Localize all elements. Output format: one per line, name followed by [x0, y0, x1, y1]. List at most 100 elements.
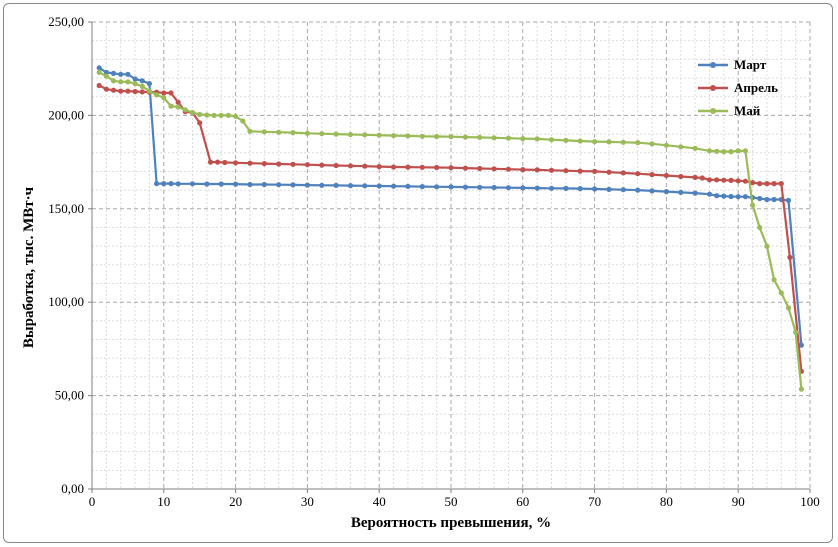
series-2-point: [96, 69, 102, 75]
series-2-point: [721, 149, 727, 155]
series-1-point: [132, 88, 138, 95]
x-axis-title: Вероятность превышения, %: [351, 515, 551, 531]
series-1-point: [448, 165, 454, 171]
series-2-point: [376, 132, 382, 138]
series-2-point: [204, 112, 210, 118]
series-0-point: [96, 65, 102, 71]
series-1-point: [391, 164, 397, 170]
legend-marker: [710, 85, 716, 91]
series-1-point: [175, 99, 181, 105]
series-1-point: [764, 181, 770, 187]
series-0-point: [592, 186, 598, 192]
series-2-point: [649, 141, 655, 147]
series-2-point: [419, 133, 425, 139]
series-2-point: [750, 202, 756, 208]
series-0-point: [204, 181, 210, 187]
series-0-line: [98, 66, 803, 346]
series-0-point: [462, 184, 468, 190]
series-2-point: [290, 130, 296, 136]
x-tick-label: 70: [588, 494, 601, 509]
series-2-point: [798, 386, 805, 392]
series-2-point: [189, 110, 196, 116]
series-2-point: [520, 136, 526, 142]
series-0-point: [154, 181, 160, 187]
series-0-point: [118, 71, 124, 77]
series-1-point: [692, 174, 698, 180]
series-2-point: [118, 79, 124, 85]
series-1-point: [721, 177, 727, 183]
x-tick-label: 20: [229, 494, 242, 509]
series-0-point: [505, 185, 511, 191]
series-1-point: [714, 177, 720, 183]
series-0-point: [577, 186, 583, 192]
major-gridlines: [91, 21, 811, 490]
series-2-point: [785, 305, 792, 311]
series-0-point: [161, 181, 167, 187]
series-2-point: [735, 148, 741, 154]
legend-marker: [710, 108, 716, 114]
series-2-point: [635, 140, 641, 146]
series-0-point: [247, 181, 253, 188]
series-1-point: [125, 88, 131, 94]
series-2-point: [477, 134, 483, 140]
series-0-point: [276, 182, 282, 188]
series-2-point: [505, 135, 511, 141]
series-1-point: [699, 175, 705, 181]
legend-label: Март: [734, 57, 767, 72]
x-tick-label: 10: [157, 494, 170, 509]
series-1-point: [405, 164, 411, 170]
series-2-point: [548, 137, 555, 143]
series-0-point: [706, 191, 713, 197]
series-2-point: [491, 135, 497, 141]
series-0-point: [692, 190, 698, 196]
series-2-point: [233, 113, 239, 119]
series-2-point: [132, 81, 138, 87]
x-tick-label: 90: [732, 494, 745, 509]
series-1-point: [304, 162, 310, 168]
series-2-point: [333, 131, 339, 137]
series-1-point: [620, 170, 626, 176]
series-2-point: [110, 78, 117, 84]
x-tick-label: 30: [301, 494, 314, 509]
y-tick-label: 50,00: [55, 388, 84, 403]
series-0-point: [376, 183, 382, 189]
series-0-point: [735, 194, 741, 200]
series-1-point: [757, 181, 763, 187]
series-1-point: [606, 169, 612, 175]
series-1-point: [434, 164, 440, 171]
series-0-point: [290, 182, 296, 188]
series-1-point: [290, 161, 296, 167]
series-1-point: [520, 167, 526, 173]
series-1-point: [649, 172, 655, 178]
series-0-point: [168, 181, 174, 187]
series-2-point: [706, 148, 713, 154]
series-2-point: [146, 88, 152, 94]
series-2-point: [771, 277, 777, 283]
series-2-point: [218, 112, 224, 118]
series-0-point: [620, 187, 626, 193]
series-0-point: [563, 185, 569, 191]
legend-label: Апрель: [734, 80, 778, 95]
series-2-line: [98, 71, 803, 390]
series-2-point: [175, 104, 181, 110]
y-axis-title: Выработка, тыс. МВт·ч: [21, 186, 37, 348]
series-0-point: [347, 183, 354, 189]
series-1-point: [462, 165, 468, 171]
y-tick-label: 0,00: [61, 481, 84, 496]
series-0-point: [477, 184, 483, 190]
series-0-point: [319, 182, 325, 188]
series-lines: [96, 65, 805, 392]
series-0-point: [103, 69, 109, 75]
series-2-point: [154, 92, 160, 98]
series-1-point: [728, 177, 734, 183]
series-1-point: [419, 164, 425, 170]
series-2-point: [714, 148, 720, 154]
series-0-point: [649, 188, 655, 194]
series-1-point: [678, 173, 684, 180]
series-2-point: [161, 95, 167, 101]
series-2-point: [757, 224, 763, 231]
series-0-point: [721, 193, 727, 199]
series-2-point: [276, 129, 282, 135]
series-1-point: [750, 180, 756, 186]
